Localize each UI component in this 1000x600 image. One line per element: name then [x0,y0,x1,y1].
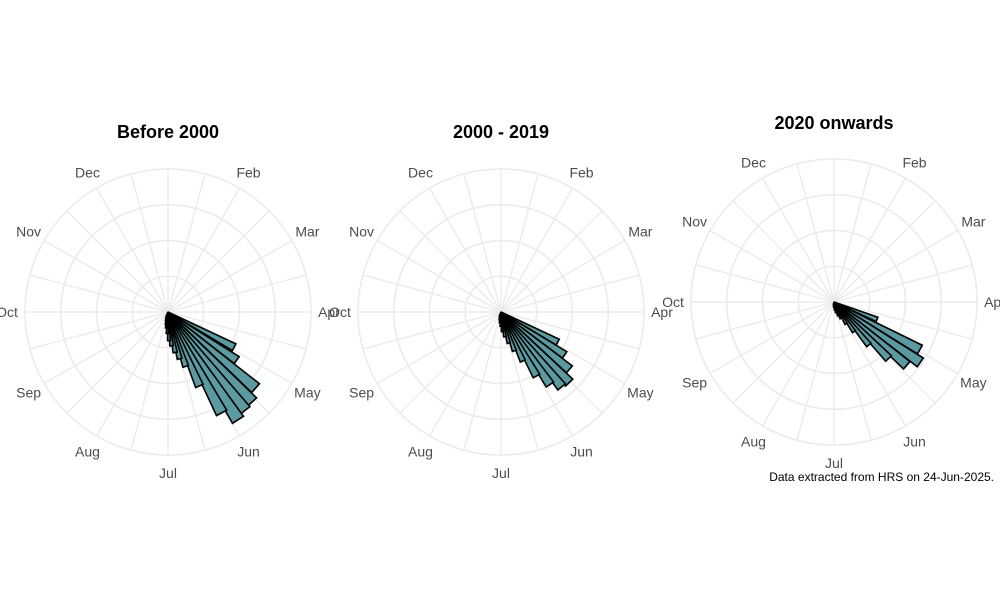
month-label-oct: Oct [0,304,18,320]
grid-spoke [500,187,574,313]
grid-spoke [130,173,169,313]
month-label-dec: Dec [408,165,433,181]
month-label-sep: Sep [349,385,374,401]
grid-spoke [362,311,502,350]
panel-title: Before 2000 [117,122,219,142]
month-label-oct: Oct [662,294,684,310]
grid-spoke [500,210,603,313]
month-label-jul: Jul [492,465,510,481]
grid-spoke [29,311,169,350]
month-label-aug: Aug [75,443,100,459]
month-label-dec: Dec [75,165,100,181]
rose-bar [832,301,835,306]
grid-spoke [376,311,502,385]
grid-spoke [500,311,640,350]
grid-spoke [833,177,907,303]
grid-spoke [428,311,502,437]
panel-title: 2000 - 2019 [453,122,549,142]
grid-spoke [732,200,835,303]
grid-spoke [399,210,502,313]
panel-title: 2020 onwards [774,113,893,133]
grid-spoke [500,239,626,313]
grid-spoke [167,239,293,313]
data-source-caption: Data extracted from HRS on 24-Jun-2025. [769,470,994,484]
grid-spoke [376,239,502,313]
grid-spoke [167,311,307,350]
grid-spoke [833,163,872,303]
rose-bar [165,311,169,318]
month-label-mar: Mar [961,214,985,230]
grid-spoke [43,239,169,313]
grid-spoke [732,301,835,404]
month-label-apr: Apr [651,304,673,320]
grid-spoke [66,311,169,414]
grid-spoke [761,301,835,427]
grid-spoke [130,311,169,451]
grid-spoke [500,274,640,313]
month-label-jul: Jul [159,465,177,481]
grid-spoke [66,210,169,313]
grid-spoke [833,229,959,303]
month-label-apr: Apr [984,294,1000,310]
rose-panel-2000-2019: Dec Feb Mar Apr May Jun Jul Aug Sep Oct Nov 2000 - … [329,122,673,481]
grid-spoke [43,311,169,385]
grid-spoke [167,210,270,313]
month-label-nov: Nov [16,224,41,240]
month-label-nov: Nov [349,224,374,240]
grid-spoke [95,311,169,437]
grid-spoke [29,274,169,313]
rose-panel-before-2000: Dec Feb Mar Apr May Jun Jul Aug Sep Oct Nov Before … [0,122,340,481]
month-label-jun: Jun [237,443,260,459]
month-label-feb: Feb [236,165,260,181]
grid-spoke [709,301,835,375]
grid-spoke [833,301,973,340]
grid-spoke [695,264,835,303]
grid-spoke [167,274,307,313]
grid-spoke [428,187,502,313]
grid-spoke [709,229,835,303]
grid-spoke [95,187,169,313]
rose-panel-2020-onwards: Dec Feb Mar Apr May Jun Jul Aug Sep Oct Nov 2020 on… [662,113,1000,471]
month-label-jun: Jun [570,443,593,459]
grid-spoke [399,311,502,414]
month-label-jul: Jul [825,455,843,471]
month-label-may: May [294,385,320,401]
grid-spoke [833,301,872,441]
grid-spoke [833,264,973,303]
month-label-apr: Apr [318,304,340,320]
grid-spoke [761,177,835,303]
month-label-jun: Jun [903,433,926,449]
month-label-dec: Dec [741,155,766,171]
month-label-mar: Mar [628,224,652,240]
month-label-oct: Oct [329,304,351,320]
grid-spoke [167,173,206,313]
grid-spoke [695,301,835,340]
grid-spoke [463,173,502,313]
month-label-sep: Sep [16,385,41,401]
month-label-feb: Feb [902,155,926,171]
month-label-aug: Aug [741,433,766,449]
grid-spoke [500,173,539,313]
month-label-may: May [960,375,986,391]
month-label-feb: Feb [569,165,593,181]
grid-spoke [796,163,835,303]
rose-bar [498,311,502,317]
month-label-nov: Nov [682,214,707,230]
month-label-may: May [627,385,653,401]
month-label-mar: Mar [295,224,319,240]
grid-spoke [796,301,835,441]
grid-spoke [167,187,241,313]
month-label-aug: Aug [408,443,433,459]
grid-spoke [833,200,936,303]
grid-spoke [362,274,502,313]
month-label-sep: Sep [682,375,707,391]
grid-spoke [463,311,502,451]
